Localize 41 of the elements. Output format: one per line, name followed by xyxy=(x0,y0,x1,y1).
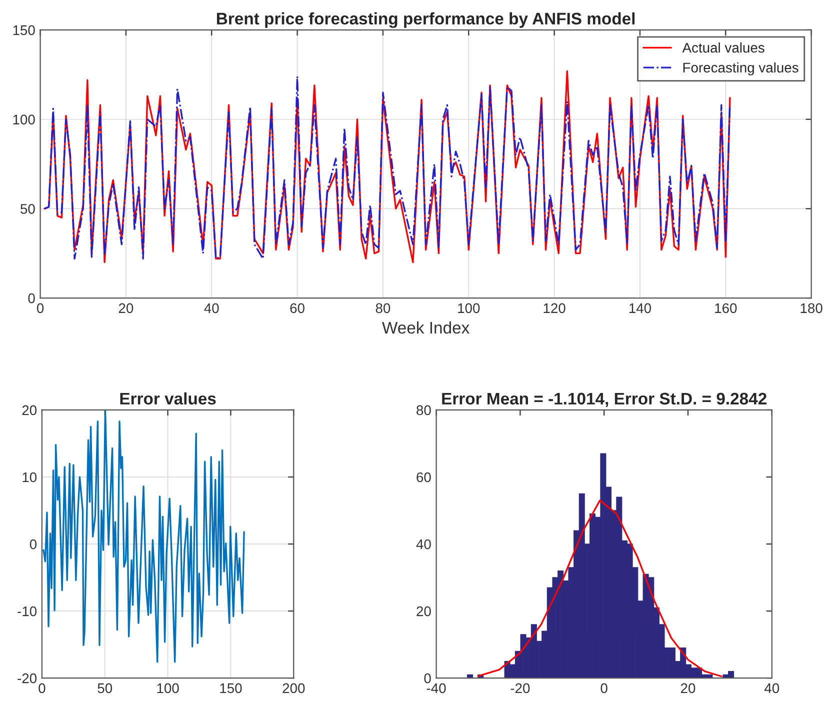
x-tick-label: 20 xyxy=(118,303,134,314)
y-tick-label: 40 xyxy=(416,539,431,550)
x-tick-label: 180 xyxy=(800,303,822,314)
x-tick-label: 0 xyxy=(38,683,46,694)
y-tick-label: 10 xyxy=(22,472,37,482)
x-tick-label: 60 xyxy=(290,303,304,314)
x-tick-label: 20 xyxy=(680,683,696,694)
y-tick-label: 0 xyxy=(30,539,37,550)
x-tick-label: 120 xyxy=(544,303,566,314)
x-tick-label: 200 xyxy=(282,683,305,694)
x-axis-title: Week Index xyxy=(382,321,470,334)
chart-title: Error values xyxy=(120,392,216,405)
y-tick-label: 20 xyxy=(416,606,431,616)
y-tick-label: 100 xyxy=(13,114,35,124)
x-tick-label: 40 xyxy=(764,683,780,694)
y-tick-label: 50 xyxy=(20,204,35,214)
chart-title: Brent price forecasting performance by ANFIS model xyxy=(216,12,635,28)
line-series xyxy=(42,410,245,663)
y-tick-label: 60 xyxy=(416,472,431,482)
x-tick-label: 100 xyxy=(458,303,480,314)
y-tick-label: -20 xyxy=(18,673,37,684)
x-tick-label: 150 xyxy=(220,683,242,694)
x-tick-label: 0 xyxy=(36,303,44,314)
y-tick-label: 80 xyxy=(416,405,431,416)
legend-label: Actual values xyxy=(682,42,764,53)
x-tick-label: 0 xyxy=(600,683,608,694)
x-tick-label: 80 xyxy=(376,303,390,314)
x-tick-label: 100 xyxy=(157,683,179,694)
x-tick-label: 160 xyxy=(715,303,737,314)
x-tick-label: -40 xyxy=(426,683,446,694)
y-tick-label: 0 xyxy=(424,673,431,684)
chart-title: Error Mean = -1.1014, Error St.D. = 9.2842 xyxy=(442,392,766,407)
y-tick-label: -10 xyxy=(18,606,37,616)
x-tick-label: 40 xyxy=(204,303,219,314)
y-tick-label: 20 xyxy=(22,405,37,416)
y-tick-label: 150 xyxy=(13,25,35,36)
x-tick-label: -20 xyxy=(510,683,530,694)
legend-label: Forecasting values xyxy=(683,62,798,76)
x-tick-label: 140 xyxy=(629,303,652,314)
x-tick-label: 50 xyxy=(98,683,112,694)
y-tick-label: 0 xyxy=(28,293,35,304)
